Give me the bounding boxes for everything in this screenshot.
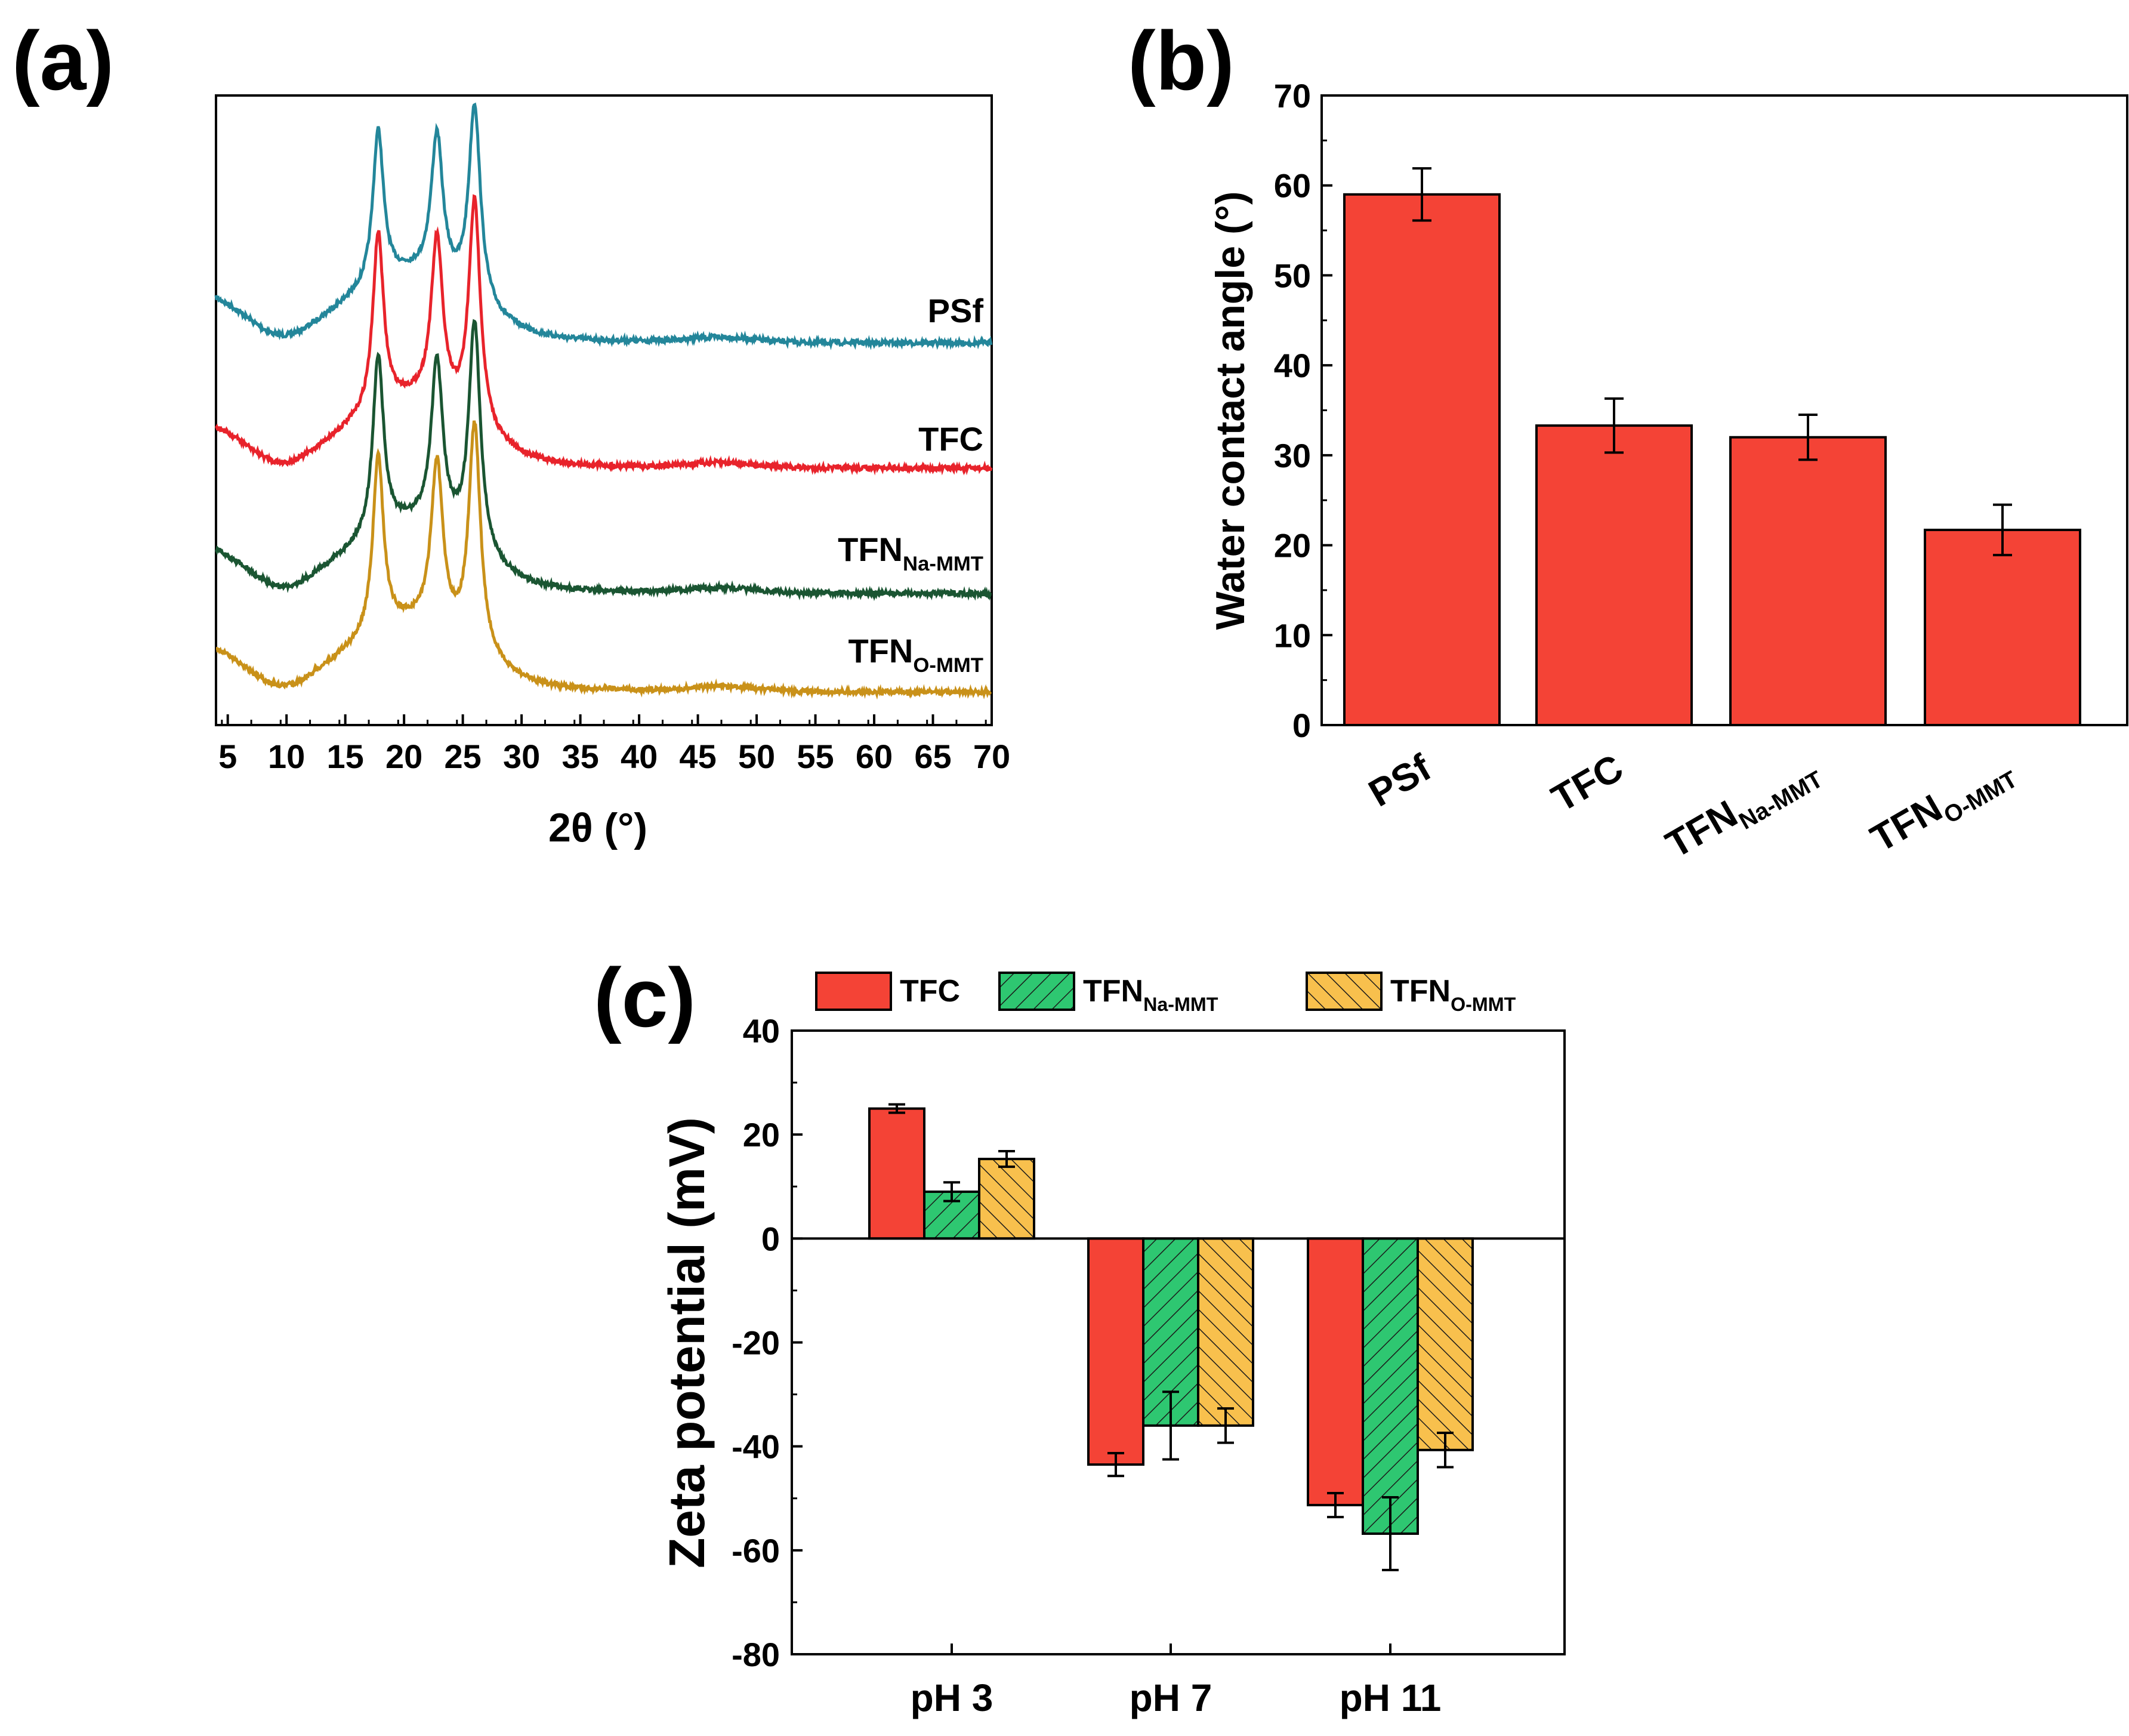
xrd-x-tick-label: 35	[561, 738, 598, 775]
zeta-legend-label: TFC	[900, 974, 960, 1009]
xrd-x-tick-label: 20	[385, 738, 422, 775]
contact-angle-category-label: TFNNa-MMT	[1659, 746, 1828, 872]
zeta-legend-label: TFNNa-MMT	[1083, 974, 1218, 1015]
contact-angle-y-tick-label: 40	[1274, 347, 1311, 384]
panel-label-b: (b)	[1128, 14, 1235, 107]
xrd-x-tick-label: 10	[268, 738, 305, 775]
xrd-x-tick-label: 55	[797, 738, 834, 775]
contact-angle-y-tick-label: 0	[1292, 707, 1311, 744]
zeta-legend-swatch	[815, 972, 892, 1011]
xrd-series-line	[215, 420, 992, 700]
xrd-x-tick-label: 70	[973, 738, 1010, 775]
zeta-bar	[1362, 1237, 1419, 1535]
zeta-y-tick-label: 20	[743, 1116, 780, 1154]
zeta-category-label: pH 11	[1340, 1676, 1442, 1719]
xrd-x-tick-label: 40	[621, 738, 658, 775]
contact-angle-y-tick-label: 50	[1274, 257, 1311, 294]
xrd-series-label: TFNO-MMT	[848, 632, 983, 677]
xrd-x-axis-title: 2θ (°)	[548, 805, 647, 850]
xrd-series-line	[214, 319, 992, 602]
zeta-y-tick-label: 0	[761, 1220, 780, 1257]
zeta-bar	[868, 1107, 925, 1240]
xrd-x-tick-label: 30	[503, 738, 540, 775]
xrd-series-label: PSf	[928, 292, 984, 329]
xrd-series-line	[214, 194, 993, 476]
xrd-x-tick-label: 15	[327, 738, 364, 775]
xrd-x-tick-label: 50	[738, 738, 775, 775]
contact-angle-bar	[1535, 424, 1693, 726]
zeta-legend-swatch	[998, 972, 1075, 1011]
contact-angle-y-tick-label: 60	[1274, 167, 1311, 205]
contact-angle-y-axis-title: Water contact angle (°)	[1208, 192, 1253, 630]
zeta-category-label: pH 3	[911, 1676, 993, 1719]
zeta-y-tick-label: 40	[743, 1012, 780, 1050]
contact-angle-y-tick-label: 20	[1274, 527, 1311, 565]
zeta-y-tick-label: -20	[732, 1324, 780, 1362]
contact-angle-y-tick-label: 70	[1274, 77, 1311, 115]
zeta-bar	[1087, 1237, 1144, 1466]
panel-label-c: (c)	[594, 951, 696, 1044]
xrd-x-tick-label: 45	[679, 738, 716, 775]
xrd-plot-frame	[215, 94, 993, 726]
zeta-bar	[1417, 1237, 1474, 1451]
xrd-series-label: TFNNa-MMT	[838, 531, 983, 575]
zeta-bar	[978, 1158, 1035, 1240]
contact-angle-category-label: TFNO-MMT	[1863, 746, 2022, 866]
contact-angle-y-tick-label: 30	[1274, 437, 1311, 474]
contact-angle-bar	[1924, 528, 2081, 726]
zeta-y-axis-title: Zeta potential (mV)	[659, 1117, 715, 1568]
xrd-series-label: TFC	[918, 420, 983, 458]
xrd-x-tick-label: 60	[856, 738, 893, 775]
contact-angle-category-label: PSf	[1362, 745, 1439, 815]
contact-angle-y-tick-label: 10	[1274, 616, 1311, 654]
xrd-x-tick-label: 65	[914, 738, 951, 775]
zeta-legend-swatch	[1306, 972, 1383, 1011]
contact-angle-bar	[1729, 436, 1887, 726]
zeta-potential-chart: TFC TFNNa-MMT TFNO-MMT -80 -60 -40 -20 0 20 40 p…	[659, 972, 1566, 1719]
zeta-y-tick-label: -40	[732, 1428, 780, 1466]
xrd-series-line	[214, 102, 993, 350]
zeta-bar	[1307, 1237, 1364, 1507]
xrd-chart: 5 10 15 20 25 30 35 40 45 50 55 60 65 70 PSf TFC TFNNa-…	[214, 94, 1010, 850]
xrd-x-tick-label: 5	[218, 738, 237, 775]
panel-label-a: (a)	[12, 14, 114, 107]
zeta-y-tick-label: -80	[732, 1636, 780, 1673]
contact-angle-bar	[1343, 193, 1501, 726]
zeta-y-tick-label: -60	[732, 1532, 780, 1570]
xrd-x-tick-label: 25	[444, 738, 481, 775]
zeta-legend-label: TFNO-MMT	[1390, 974, 1516, 1015]
contact-angle-category-label: TFC	[1544, 746, 1630, 821]
zeta-bar	[1197, 1237, 1254, 1427]
zeta-category-label: pH 7	[1130, 1676, 1212, 1719]
